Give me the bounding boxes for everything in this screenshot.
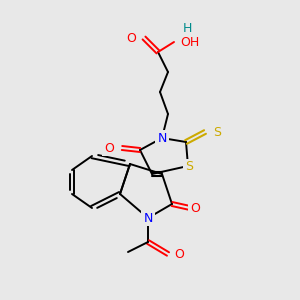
Text: OH: OH [180, 35, 199, 49]
Text: H: H [183, 22, 192, 34]
Text: S: S [185, 160, 193, 173]
Text: O: O [190, 202, 200, 214]
Text: S: S [213, 125, 221, 139]
Text: O: O [174, 248, 184, 260]
Text: N: N [157, 131, 167, 145]
Text: O: O [104, 142, 114, 154]
Text: N: N [143, 212, 153, 224]
Text: O: O [126, 32, 136, 44]
